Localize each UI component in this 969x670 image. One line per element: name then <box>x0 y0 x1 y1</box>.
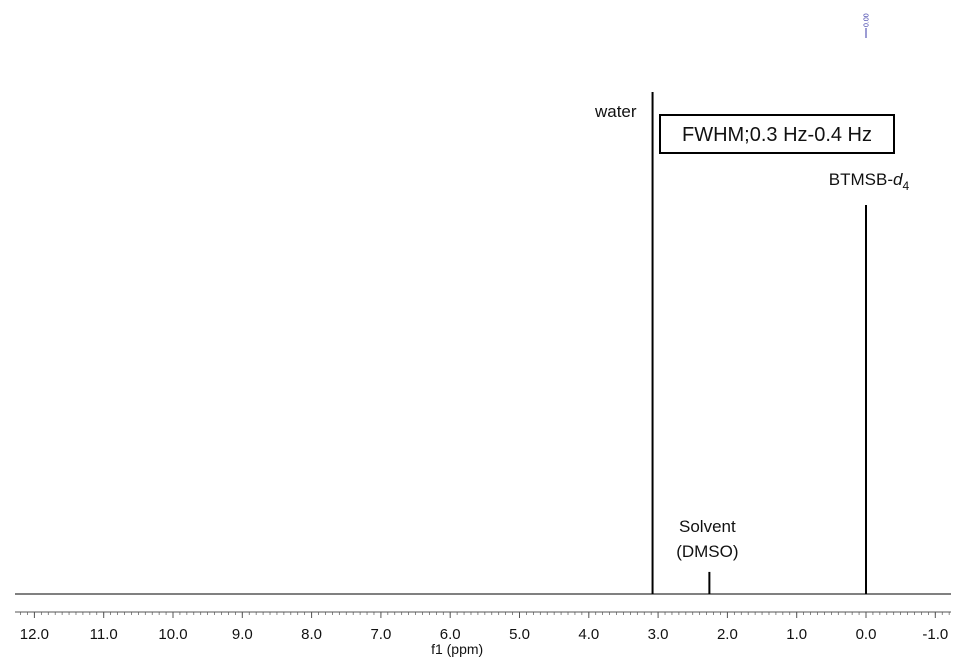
x-tick-label: 10.0 <box>158 626 187 643</box>
x-axis: 12.0 11.0 10.0 9.0 8.0 7.0 6.0 5.0 4.0 3.0 2.0 1.0 0… <box>15 611 951 657</box>
x-tick-label: 1.0 <box>786 626 807 643</box>
x-tick-label: 7.0 <box>370 626 391 643</box>
peak-label-dmso: (DMSO) <box>676 542 738 561</box>
x-axis-title: f1 (ppm) <box>431 641 483 657</box>
x-tick-label: 12.0 <box>20 626 49 643</box>
x-tick-label: 9.0 <box>232 626 253 643</box>
annotation-box <box>659 114 895 154</box>
peak-label-btmsb: BTMSB-d4 <box>829 170 910 193</box>
x-tick-label: 11.0 <box>90 626 118 643</box>
x-tick-label: 8.0 <box>301 626 322 643</box>
x-tick-label: 5.0 <box>509 626 530 643</box>
x-tick-label: 0.0 <box>856 626 877 643</box>
x-tick-label: 6.0 <box>440 626 461 643</box>
x-tick-label: -1.0 <box>922 626 948 643</box>
peak-label-solvent: Solvent <box>679 517 736 536</box>
x-tick-label: 4.0 <box>578 626 599 643</box>
peak-label-water: water <box>594 102 637 121</box>
x-tick-label: 2.0 <box>717 626 738 643</box>
x-tick-label: 3.0 <box>648 626 669 643</box>
peak-pick-label: 0.00 <box>864 13 871 27</box>
annotation-box-text: FWHM;0.3 Hz-0.4 Hz <box>682 124 872 146</box>
spectrum-trace-layer <box>15 92 951 595</box>
peak-labels: water Solvent (DMSO) BTMSB-d4 0.00 FWHM;0.3 H… <box>594 13 910 561</box>
